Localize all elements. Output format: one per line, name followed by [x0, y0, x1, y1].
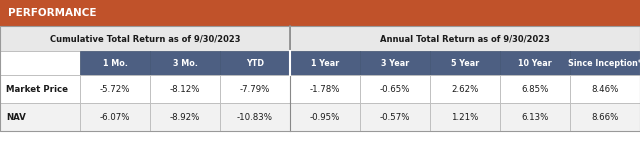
Text: 3 Mo.: 3 Mo. — [173, 59, 197, 68]
Bar — [430, 51, 500, 75]
Bar — [500, 103, 570, 131]
Text: NAV: NAV — [6, 113, 26, 122]
Bar — [430, 103, 500, 131]
Text: 8.66%: 8.66% — [591, 113, 619, 122]
Bar — [220, 103, 290, 131]
Text: 6.13%: 6.13% — [522, 113, 548, 122]
Bar — [290, 51, 360, 75]
Bar — [80, 103, 150, 131]
Bar — [360, 103, 430, 131]
Bar — [570, 103, 640, 131]
Bar — [150, 103, 220, 131]
Text: -0.65%: -0.65% — [380, 84, 410, 93]
Text: -6.07%: -6.07% — [100, 113, 131, 122]
Text: 6.85%: 6.85% — [522, 84, 548, 93]
Text: Market Price: Market Price — [6, 84, 68, 93]
Text: -8.12%: -8.12% — [170, 84, 200, 93]
Bar — [150, 75, 220, 103]
Bar — [570, 75, 640, 103]
Text: YTD: YTD — [246, 59, 264, 68]
Bar — [0, 26, 640, 51]
Text: 2.62%: 2.62% — [451, 84, 479, 93]
Bar — [290, 26, 640, 51]
Text: 3 Year: 3 Year — [381, 59, 409, 68]
Text: 1 Mo.: 1 Mo. — [102, 59, 127, 68]
Text: -1.78%: -1.78% — [310, 84, 340, 93]
Text: Annual Total Return as of 9/30/2023: Annual Total Return as of 9/30/2023 — [380, 34, 550, 43]
Text: -7.79%: -7.79% — [240, 84, 270, 93]
Bar — [360, 51, 430, 75]
Bar — [80, 51, 150, 75]
Text: -0.57%: -0.57% — [380, 113, 410, 122]
Text: Cumulative Total Return as of 9/30/2023: Cumulative Total Return as of 9/30/2023 — [50, 34, 240, 43]
Bar — [0, 26, 290, 51]
Bar — [0, 26, 640, 131]
Bar — [430, 75, 500, 103]
Text: 1.21%: 1.21% — [451, 113, 479, 122]
Bar — [80, 75, 150, 103]
Text: 5 Year: 5 Year — [451, 59, 479, 68]
Bar — [150, 51, 220, 75]
Text: -8.92%: -8.92% — [170, 113, 200, 122]
Bar — [220, 75, 290, 103]
Bar — [0, 103, 80, 131]
Text: 1 Year: 1 Year — [311, 59, 339, 68]
Text: -10.83%: -10.83% — [237, 113, 273, 122]
Text: -5.72%: -5.72% — [100, 84, 131, 93]
Text: PERFORMANCE: PERFORMANCE — [8, 8, 97, 18]
Bar — [220, 51, 290, 75]
Bar — [0, 75, 80, 103]
Bar — [500, 75, 570, 103]
Bar — [290, 75, 360, 103]
Bar — [360, 75, 430, 103]
Text: Since Inception*: Since Inception* — [568, 59, 640, 68]
Bar — [290, 103, 360, 131]
Bar — [0, 51, 80, 75]
Bar — [570, 51, 640, 75]
Text: 10 Year: 10 Year — [518, 59, 552, 68]
Text: 8.46%: 8.46% — [591, 84, 619, 93]
Bar — [0, 0, 640, 26]
Bar — [500, 51, 570, 75]
Text: -0.95%: -0.95% — [310, 113, 340, 122]
